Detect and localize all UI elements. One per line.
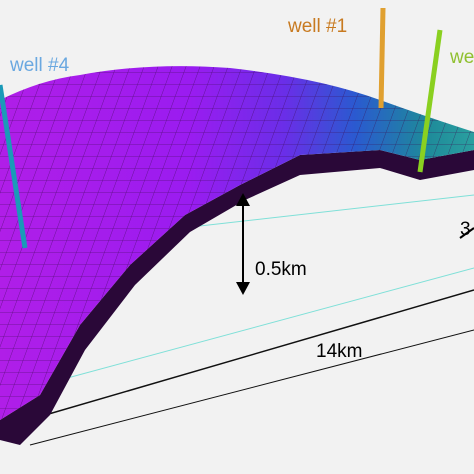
well-4 [0,84,28,249]
dimension-label: 0.5km [255,259,307,280]
well-label: well #4 [9,55,70,76]
well-2 [417,29,443,173]
box-edge [59,267,474,381]
layer-edge [0,150,474,445]
dimension-label: 3 [460,219,471,240]
width-arrow [459,227,474,239]
surface-grid [0,66,474,421]
dimension-label: 14km [316,341,362,362]
box-edge [34,289,474,419]
box-edge [29,329,474,446]
well-label: well #1 [287,16,347,37]
well-1 [378,7,386,109]
well-label: we [449,47,474,68]
